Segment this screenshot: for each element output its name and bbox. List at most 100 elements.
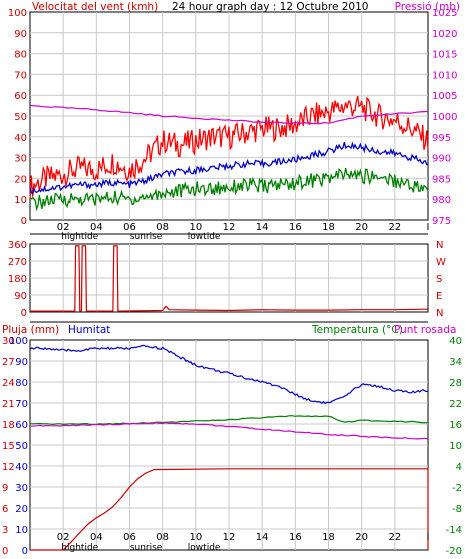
dir-compass-3-E: E [436,291,442,302]
series-wind-direction-line [30,245,429,312]
rain-y-tick-15: 15 [2,441,15,452]
pressure-y-tick-1020: 1020 [432,29,457,40]
temperature-y-tick--8: -8 [452,504,462,515]
pressure-y-tick-1015: 1015 [432,50,457,61]
series-dewpoint-line [29,422,429,440]
wind-y-tick-40: 40 [14,133,27,144]
wind-y-tick-90: 90 [14,29,27,40]
x-tick-bottom-08: 08 [156,532,169,543]
humidity-y-tick-10: 10 [15,525,28,536]
rain-y-tick-9: 9 [2,483,8,494]
pressure-y-tick-975: 975 [432,216,451,227]
humidity-y-tick-40: 40 [15,462,28,473]
x-tick-top-06: 06 [123,222,136,233]
temperature-y-tick--2: -2 [452,483,462,494]
marker-top-hightide: hightide [61,232,98,242]
x-tick-bottom-I: I [427,532,430,543]
x-tick-top-04: 04 [90,222,103,233]
x-tick-top-I: I [427,222,430,233]
pressure-y-tick-1010: 1010 [432,70,457,81]
dir-y-tick-90: 90 [14,291,27,302]
temperature-y-tick-34: 34 [449,357,462,368]
x-tick-bottom-12: 12 [223,532,236,543]
series-wind-low-line [30,167,429,212]
humidity-y-tick-50: 50 [15,441,28,452]
dir-y-tick-180: 180 [8,274,27,285]
pressure-y-tick-980: 980 [432,195,451,206]
rain-y-tick-6: 6 [2,504,8,515]
temperature-y-tick-10: 10 [449,441,462,452]
dewpoint-axis-title: Punt rosada [394,324,456,336]
x-tick-top-10: 10 [189,222,202,233]
pressure-y-tick-995: 995 [432,133,451,144]
series-pressure-line [29,104,429,125]
rain-y-tick-24: 24 [2,378,15,389]
rain-y-tick-3: 3 [2,525,8,536]
dir-y-tick-0: 0 [21,308,27,319]
pressure-y-tick-1005: 1005 [432,91,457,102]
x-tick-bottom-20: 20 [355,532,368,543]
x-tick-top-02: 02 [57,222,70,233]
x-tick-bottom-16: 16 [289,532,302,543]
series-humidity-line [29,344,429,405]
series-layer [29,95,429,551]
rain-y-tick-30: 30 [2,336,15,347]
marker-bottom-lowtide: lowtide [188,543,221,553]
pressure-axis-title: Pressió (mb) [395,1,460,13]
pressure-y-tick-1025: 1025 [432,8,457,19]
x-tick-bottom-22: 22 [388,532,401,543]
x-tick-bottom-02: 02 [57,532,70,543]
marker-top-sunrise: sunrise [130,232,163,242]
temperature-y-tick-16: 16 [449,420,462,431]
temperature-axis-title: Temperatura (°C) [311,324,403,336]
dir-compass-0-N: N [436,240,443,251]
x-tick-bottom-10: 10 [189,532,202,543]
x-tick-top-16: 16 [289,222,302,233]
wind-y-tick-20: 20 [14,174,27,185]
x-tick-top-18: 18 [322,222,335,233]
wind-y-tick-50: 50 [14,112,27,123]
x-tick-top-12: 12 [223,222,236,233]
wind-y-tick-30: 30 [14,154,27,165]
humidity-y-tick-60: 60 [15,420,28,431]
dir-y-tick-270: 270 [8,257,27,268]
dir-compass-1-W: W [436,257,446,268]
dir-y-tick-360: 360 [8,240,27,251]
humidity-y-tick-90: 90 [15,357,28,368]
wind-y-tick-100: 100 [8,8,27,19]
dir-compass-2-S: S [436,274,442,285]
x-tick-bottom-06: 06 [123,532,136,543]
series-wind-average-line [29,141,429,195]
series-wind-gust-line [29,95,429,200]
temperature-y-tick-22: 22 [449,399,462,410]
x-tick-bottom-18: 18 [322,532,335,543]
rain-y-tick-27: 27 [2,357,15,368]
x-tick-bottom-14: 14 [256,532,269,543]
x-tick-top-20: 20 [355,222,368,233]
rain-y-tick-12: 12 [2,462,15,473]
rain-y-tick-21: 21 [2,399,15,410]
marker-bottom-sunrise: sunrise [130,543,163,553]
x-tick-bottom-04: 04 [90,532,103,543]
humidity-y-tick-20: 20 [15,504,28,515]
rain-axis-title: Pluja (mm) [2,324,59,336]
wind-y-tick-60: 60 [14,91,27,102]
humidity-y-tick-80: 80 [15,378,28,389]
rain-y-tick-18: 18 [2,420,15,431]
wind-y-tick-70: 70 [14,70,27,81]
humidity-y-tick-0: 0 [22,546,28,557]
pressure-y-tick-990: 990 [432,154,451,165]
wind-y-tick-10: 10 [14,195,27,206]
x-tick-top-08: 08 [156,222,169,233]
rain-y-tick-0: 0 [2,546,8,557]
temperature-y-tick-28: 28 [449,378,462,389]
temperature-y-tick-4: 4 [456,462,462,473]
pressure-y-tick-985: 985 [432,174,451,185]
wind-axis-title: Velocitat del vent (kmh) [32,1,158,13]
marker-top-lowtide: lowtide [188,232,221,242]
temperature-y-tick--14: -14 [446,525,462,536]
temperature-y-tick-40: 40 [449,336,462,347]
humidity-axis-title: Humitat [68,324,110,336]
marker-bottom-hightide: hightide [61,543,98,553]
